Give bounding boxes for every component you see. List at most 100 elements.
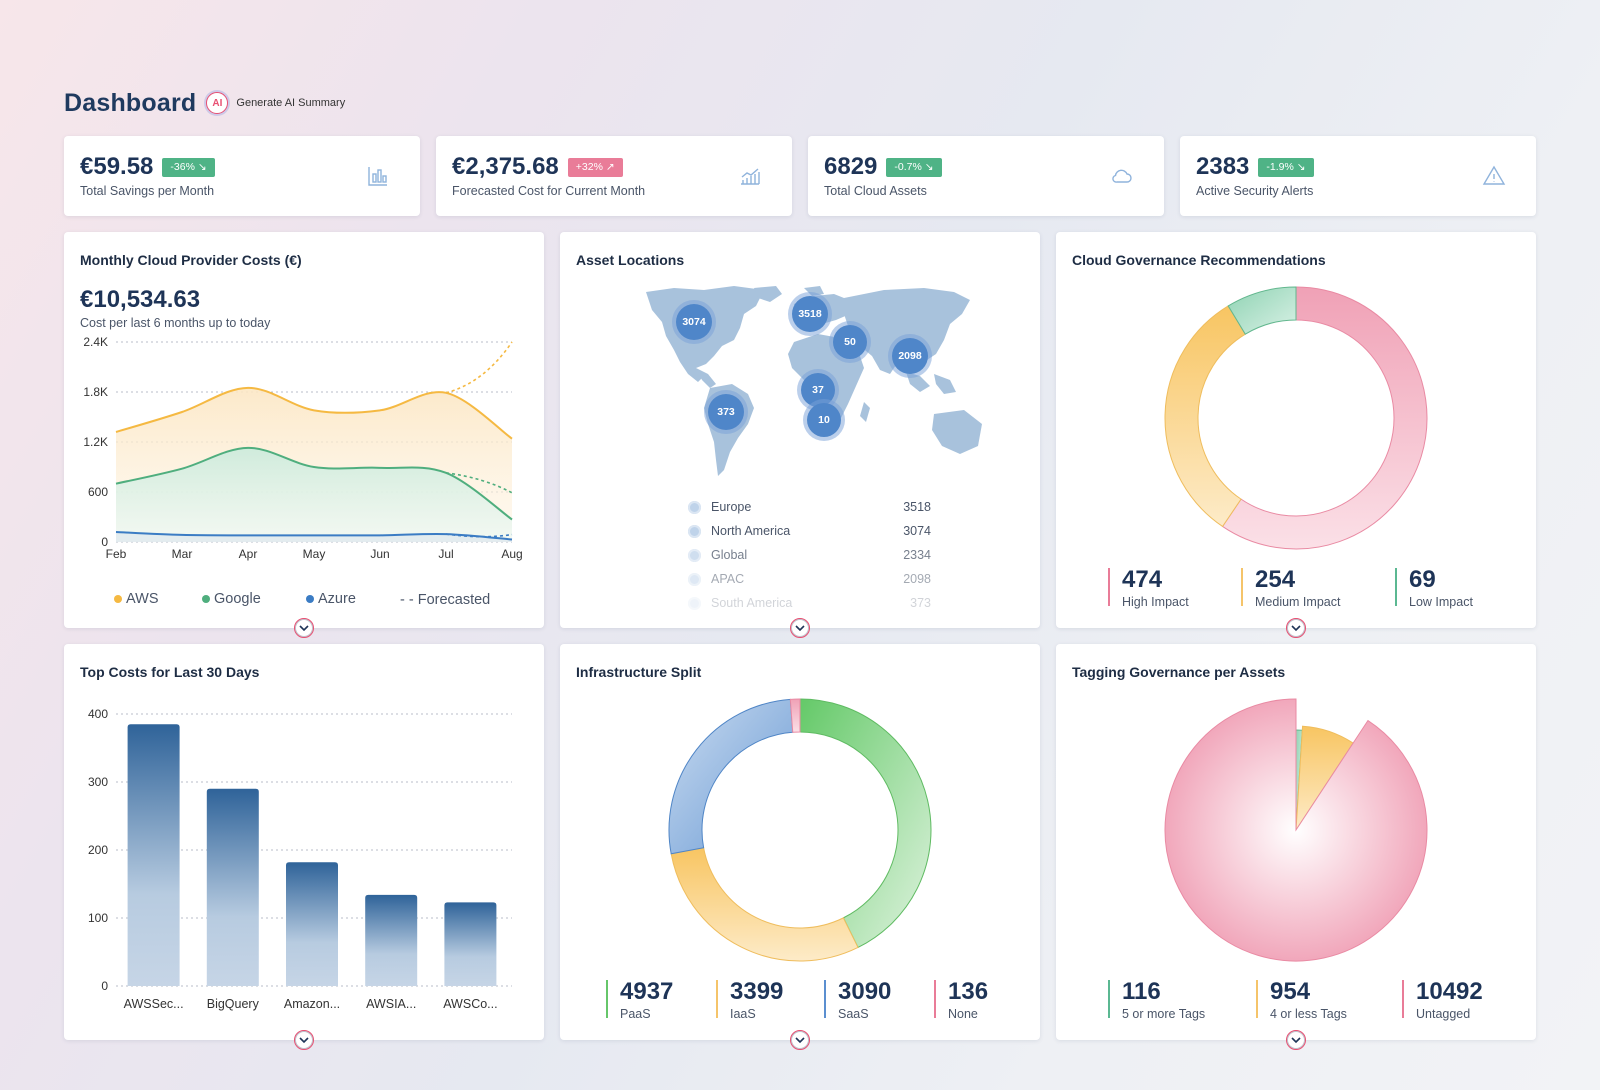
kpi-card-security-alerts: 2383 -1.9% ↘ Active Security Alerts	[1180, 136, 1536, 216]
legend-count: 2334	[903, 548, 931, 562]
legend-count: 3518	[903, 500, 931, 514]
tagging-pie-chart	[1164, 698, 1428, 962]
map-marker[interactable]: 373	[708, 394, 744, 430]
chevron-down-icon	[1291, 624, 1301, 631]
stat-label: 5 or more Tags	[1122, 1007, 1206, 1021]
slice-high-impact[interactable]	[1221, 286, 1428, 550]
card-title: Asset Locations	[576, 252, 685, 268]
map-marker[interactable]: 50	[833, 325, 867, 359]
card-title: Tagging Governance per Assets	[1072, 664, 1286, 680]
kpi-label: Forecasted Cost for Current Month	[452, 184, 646, 198]
x-tick-label: Amazon...	[284, 997, 340, 1011]
legend-google[interactable]: Google	[202, 591, 261, 607]
location-legend-item[interactable]: South America 373	[688, 596, 931, 610]
slice-paas[interactable]	[799, 698, 932, 949]
x-tick-label: Feb	[106, 547, 127, 561]
stat-value: 254	[1255, 566, 1296, 593]
legend-region: APAC	[711, 572, 745, 586]
x-tick-label: Mar	[172, 547, 193, 561]
slice-low-impact[interactable]	[1227, 286, 1297, 335]
stat-color-bar	[824, 980, 826, 1018]
bar[interactable]	[206, 788, 259, 986]
stat-color-bar	[606, 980, 608, 1018]
legend-label: Azure	[318, 591, 356, 607]
chevron-down-icon	[795, 624, 805, 631]
slice-iaas[interactable]	[670, 847, 859, 962]
map-marker[interactable]: 37	[801, 373, 835, 407]
kpi-badge: -36% ↘	[162, 157, 215, 177]
x-tick-label: BigQuery	[207, 997, 260, 1011]
bar[interactable]	[365, 894, 418, 986]
page-title: Dashboard	[64, 88, 197, 117]
area-google	[116, 447, 512, 542]
expand-button[interactable]	[1286, 1030, 1306, 1050]
infrastructure-donut-chart	[668, 698, 932, 962]
y-tick-label: 1.2K	[83, 435, 108, 449]
legend-dot	[688, 500, 701, 514]
y-tick-label: 400	[88, 707, 108, 721]
map-marker[interactable]: 3074	[676, 304, 712, 340]
slice-untagged[interactable]	[1164, 698, 1428, 962]
bar[interactable]	[286, 862, 338, 986]
ai-icon[interactable]: AI	[206, 92, 229, 114]
card-title: Infrastructure Split	[576, 664, 702, 680]
x-tick-label: AWSSec...	[124, 997, 184, 1011]
legend-dot	[688, 572, 701, 586]
kpi-value: €2,375.68	[452, 153, 559, 180]
warning-icon	[1482, 165, 1506, 185]
generate-ai-summary-link[interactable]: Generate AI Summary	[236, 97, 346, 109]
expand-button[interactable]	[294, 618, 314, 638]
map-marker[interactable]: 10	[807, 403, 841, 437]
slice-none[interactable]	[789, 698, 801, 733]
legend-aws[interactable]: AWS	[114, 591, 159, 607]
map-marker[interactable]: 3518	[792, 296, 828, 332]
stat-value: 954	[1270, 978, 1311, 1005]
map-marker[interactable]: 2098	[892, 338, 928, 374]
location-legend-item[interactable]: Europe 3518	[688, 500, 931, 514]
slice-saas[interactable]	[668, 698, 794, 855]
trend-chart-icon	[741, 168, 760, 185]
kpi-card-total-savings: €59.58 -36% ↘ Total Savings per Month	[64, 136, 420, 216]
y-tick-label: 1.8K	[83, 385, 108, 399]
location-legend-item[interactable]: Global 2334	[688, 548, 931, 562]
location-legend-item[interactable]: North America 3074	[688, 524, 931, 538]
chevron-down-icon	[299, 1036, 309, 1043]
bar[interactable]	[444, 902, 497, 986]
kpi-card-cloud-assets: 6829 -0.7% ↘ Total Cloud Assets	[808, 136, 1164, 216]
card-title: Monthly Cloud Provider Costs (€)	[80, 252, 302, 268]
stat-4-or-less-tags: 954 4 or less Tags	[1256, 978, 1347, 1021]
stat-none: 136 None	[934, 978, 988, 1021]
y-tick-label: 0	[101, 535, 108, 549]
monthly-costs-card: Monthly Cloud Provider Costs (€) €10,534…	[64, 232, 544, 638]
x-tick-label: Jun	[370, 547, 389, 561]
stat-label: IaaS	[730, 1007, 756, 1021]
legend-count: 373	[910, 596, 931, 610]
y-tick-label: 2.4K	[83, 335, 108, 349]
location-legend-item[interactable]: APAC 2098	[688, 572, 931, 586]
expand-button[interactable]	[1286, 618, 1306, 638]
kpi-value: 2383	[1196, 153, 1250, 180]
slice-medium-impact[interactable]	[1164, 305, 1246, 528]
forecast-line-azure	[445, 533, 513, 538]
stat-color-bar	[1402, 980, 1404, 1018]
top-costs-bar-chart: 0 100 200 300 400 AWSSec... BigQuery Amazon... A…	[88, 707, 512, 1011]
expand-button[interactable]	[294, 1030, 314, 1050]
legend-dot	[688, 524, 701, 538]
y-tick-label: 600	[88, 485, 108, 499]
stat-untagged: 10492 Untagged	[1402, 978, 1483, 1021]
legend-forecasted[interactable]: - - Forecasted	[400, 592, 490, 608]
x-tick-label: May	[303, 547, 326, 561]
stat-5-or-more-tags: 116 5 or more Tags	[1108, 978, 1205, 1021]
legend-dot	[202, 595, 210, 603]
stat-label: PaaS	[620, 1007, 651, 1021]
asset-locations-card: Asset Locations 3074 3518 50 2098 37 10 373 Eu…	[560, 232, 1040, 638]
expand-button[interactable]	[790, 618, 810, 638]
legend-azure[interactable]: Azure	[306, 591, 356, 607]
bar[interactable]	[127, 724, 180, 986]
expand-button[interactable]	[790, 1030, 810, 1050]
monthly-subtitle: Cost per last 6 months up to today	[80, 316, 271, 330]
kpi-badge: -1.9% ↘	[1258, 157, 1314, 177]
top-costs-card: Top Costs for Last 30 Days 0 100 200 300 400…	[64, 644, 544, 1050]
kpi-label: Total Savings per Month	[80, 184, 215, 198]
stat-value: 3399	[730, 978, 784, 1005]
